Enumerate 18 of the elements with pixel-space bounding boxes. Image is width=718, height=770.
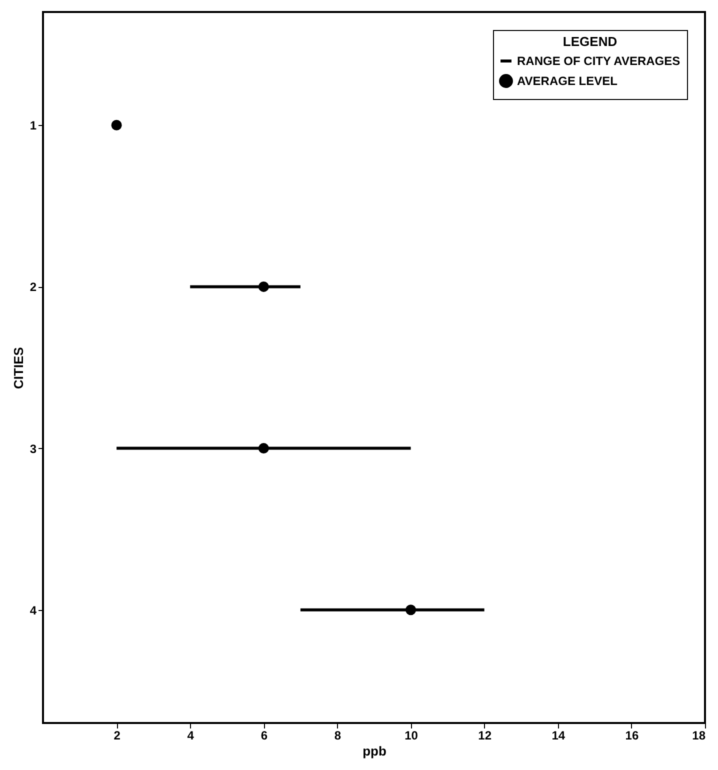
x-tick-label: 2	[114, 728, 121, 742]
x-tick-label: 10	[404, 728, 418, 742]
legend-title: LEGEND	[562, 34, 618, 49]
x-tick-label: 14	[552, 728, 566, 742]
x-tick-label: 12	[478, 728, 492, 742]
x-tick-label: 6	[260, 728, 268, 742]
legend-label: RANGE OF CITY AVERAGES	[517, 54, 680, 68]
y-tick-label: 3	[30, 442, 37, 456]
y-tick-label: 1	[30, 118, 37, 133]
y-axis-title: CITIES	[10, 346, 26, 389]
y-tick-label: 4	[30, 603, 37, 618]
x-tick-label: 8	[334, 728, 342, 742]
x-tick-label: 16	[625, 728, 639, 742]
y-tick-label: 2	[30, 280, 37, 294]
legend-label: AVERAGE LEVEL	[517, 74, 618, 88]
x-tick-label: 18	[692, 728, 706, 742]
x-axis-title: ppb	[362, 744, 386, 758]
x-tick-label: 4	[187, 728, 194, 742]
